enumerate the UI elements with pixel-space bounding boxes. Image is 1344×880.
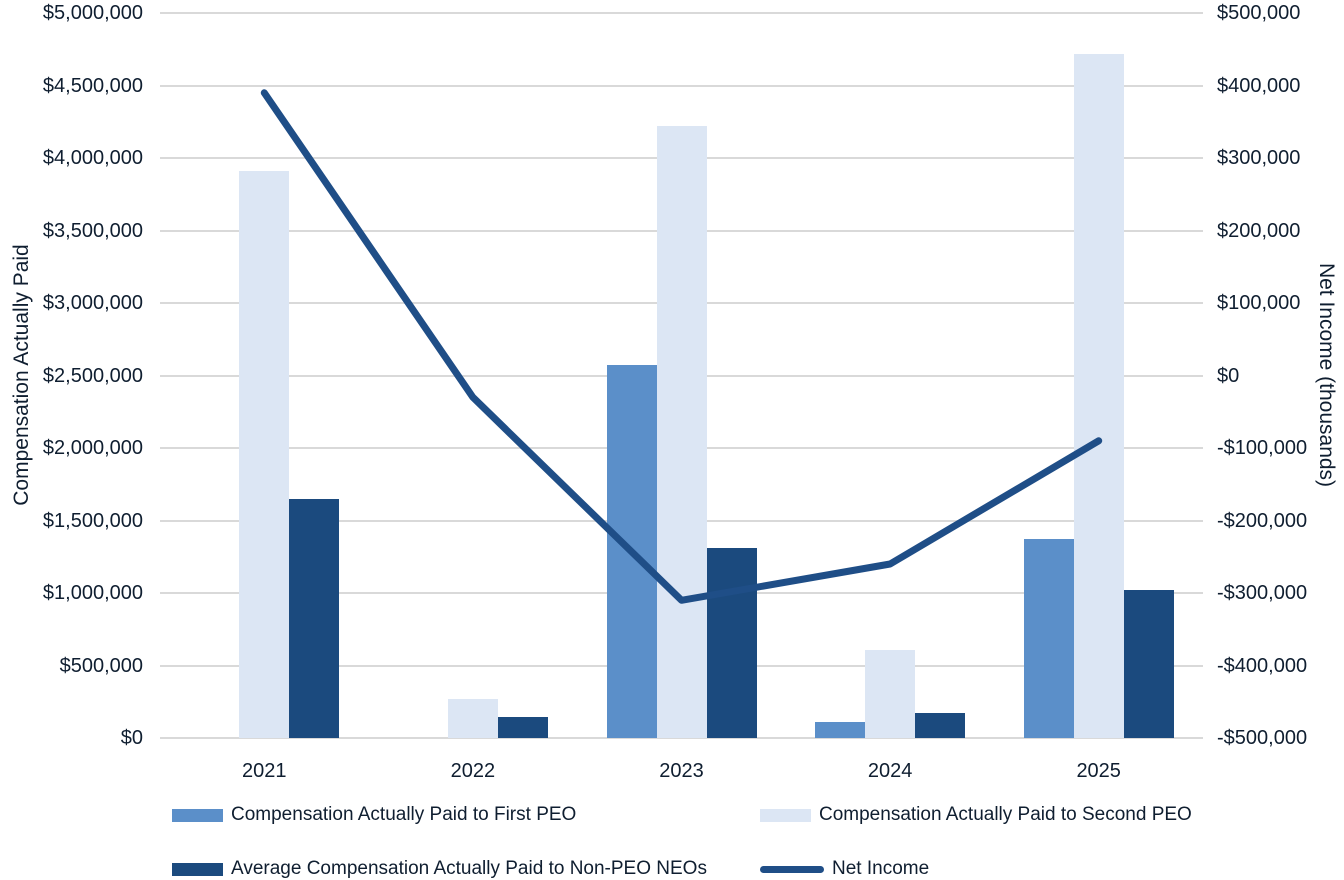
- bar-series3-2023: [706, 548, 757, 738]
- legend-item: Average Compensation Actually Paid to No…: [172, 858, 707, 880]
- x-axis-label: 2021: [242, 760, 287, 782]
- legend-label: Compensation Actually Paid to Second PEO: [819, 804, 1192, 825]
- bar-series3-2025: [1123, 590, 1174, 738]
- plot-bars: [160, 13, 1203, 738]
- left-y-tick-label: $3,000,000: [42, 292, 143, 314]
- bar-series2-2022: [447, 698, 498, 738]
- left-y-tick-label: $1,500,000: [42, 509, 143, 532]
- x-axis-label: 2022: [450, 760, 496, 782]
- bar-series3-2022: [497, 716, 548, 738]
- legend-item: Compensation Actually Paid to First PEO: [172, 804, 576, 826]
- left-y-tick-label: $3,500,000: [42, 219, 143, 242]
- legend-label: Compensation Actually Paid to First PEO: [231, 804, 577, 825]
- right-y-tick-label: $100,000: [1217, 292, 1301, 314]
- bar-series3-2024: [915, 712, 966, 738]
- left-y-tick-label: $1,000,000: [42, 582, 143, 604]
- right-y-tick-label: $500,000: [1217, 2, 1301, 24]
- bar-series2-2025: [1073, 53, 1124, 738]
- left-y-tick-label: $0: [120, 727, 143, 749]
- legend-line-swatch: [760, 865, 824, 873]
- right-y-tick-label: -$200,000: [1217, 509, 1308, 532]
- legend-label: Average Compensation Actually Paid to No…: [231, 858, 707, 879]
- bar-series3-2021: [289, 498, 340, 738]
- bar-series1-2025: [1023, 539, 1074, 738]
- right-y-tick-label: $400,000: [1217, 74, 1301, 97]
- bar-series2-2024: [865, 649, 916, 738]
- right-y-tick-label: -$300,000: [1217, 582, 1308, 604]
- left-y-tick-label: $5,000,000: [42, 2, 143, 24]
- left-y-tick-label: $4,500,000: [42, 74, 143, 97]
- left-y-tick-label: $2,000,000: [42, 437, 143, 459]
- left-y-tick-label: $2,500,000: [42, 364, 143, 387]
- right-y-tick-label: $0: [1217, 364, 1240, 387]
- legend-bar-swatch: [172, 862, 223, 876]
- gridline: [160, 84, 1203, 87]
- left-y-tick-label: $500,000: [59, 654, 143, 677]
- gridline: [160, 12, 1203, 14]
- legend-label: Net Income: [832, 858, 930, 879]
- bar-series2-2023: [656, 126, 707, 738]
- gridline: [160, 737, 1203, 739]
- x-axis-label: 2023: [659, 760, 704, 782]
- left-y-tick-label: $4,000,000: [42, 147, 143, 169]
- right-y-axis-title: Net Income (thousands): [1315, 262, 1338, 488]
- right-y-tick-label: -$100,000: [1217, 437, 1308, 459]
- legend-item: Net Income: [760, 858, 929, 880]
- x-axis-label: 2025: [1076, 760, 1121, 782]
- bar-series1-2023: [606, 365, 657, 738]
- right-y-tick-label: $300,000: [1217, 147, 1301, 169]
- x-axis-label: 2024: [867, 760, 913, 782]
- legend-bar-swatch: [760, 808, 811, 822]
- bar-series2-2021: [239, 171, 290, 738]
- right-y-tick-label: -$400,000: [1217, 654, 1308, 677]
- bar-series1-2024: [815, 722, 866, 738]
- right-y-tick-label: -$500,000: [1217, 727, 1308, 749]
- legend-bar-swatch: [172, 808, 223, 822]
- right-y-tick-label: $200,000: [1217, 219, 1301, 242]
- legend-item: Compensation Actually Paid to Second PEO: [760, 804, 1192, 826]
